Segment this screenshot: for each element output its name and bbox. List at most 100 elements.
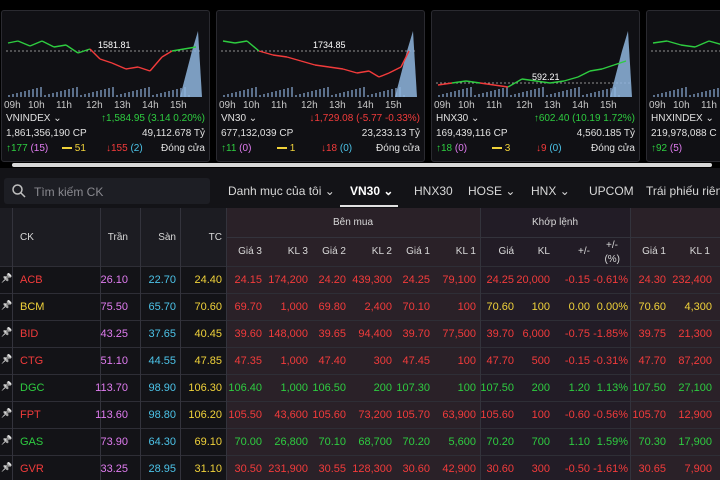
advancers: ↑11: [221, 143, 237, 154]
bid-vol-3: 148,000: [268, 328, 308, 340]
pin-icon[interactable]: 📌: [1, 435, 13, 445]
tab-upcom[interactable]: UPCOM: [589, 184, 634, 198]
bid-price-2: 69.80: [318, 301, 346, 313]
ceiling-price: 113.70: [95, 382, 128, 394]
match-price: 24.25: [486, 274, 514, 286]
match-volume: 6,000: [522, 328, 550, 340]
ceiling-price: 43.25: [100, 328, 128, 340]
decliners: ↓9: [536, 143, 547, 154]
time-axis: 09h 10h 11h 12h 13h 14h 15h: [432, 98, 639, 112]
floor-price: 98.80: [148, 409, 176, 421]
bid-price-3: 47.35: [234, 355, 262, 367]
index-volume: 219,978,088 C: [651, 128, 717, 139]
bid-vol-1: 77,500: [442, 328, 476, 340]
price-change-pct: 1.59%: [596, 436, 628, 448]
time-tick: 14h: [142, 100, 159, 111]
match-price: 105.60: [480, 409, 514, 421]
market-status: Đóng cửa: [591, 143, 635, 154]
index-change: ↑602.40 (10.19 1.72%): [533, 113, 635, 124]
index-change: ↑1,584.95 (3.14 0.20%): [101, 113, 205, 124]
reference-price: 70.60: [194, 301, 222, 313]
bid-price-3: 105.50: [228, 409, 262, 421]
ref-label: 1734.85: [313, 40, 346, 50]
pin-icon[interactable]: 📌: [1, 408, 13, 418]
horizontal-scrollbar[interactable]: [0, 162, 720, 168]
bid-vol-1: 100: [457, 355, 476, 367]
pin-icon[interactable]: 📌: [1, 462, 13, 472]
bid-price-2: 105.60: [312, 409, 346, 421]
pin-icon[interactable]: 📌: [1, 381, 13, 391]
price-change: 0.00: [568, 301, 590, 313]
index-card-vnindex[interactable]: 1581.81 09h 10h 11h 12h 13h 14h 15h VNINDEX ⌄ ↑1,…: [1, 10, 210, 162]
stock-symbol[interactable]: DGC: [20, 382, 45, 394]
reference-price: 106.30: [188, 382, 222, 394]
scrollbar-thumb[interactable]: [12, 163, 712, 167]
col-header-kl1: KL 1: [455, 246, 476, 257]
col-header-san: Sàn: [158, 232, 176, 243]
bid-price-3: 106.40: [228, 382, 262, 394]
ceiling-price: 26.10: [100, 274, 128, 286]
bid-price-1: 24.25: [402, 274, 430, 286]
price-change: -0.15: [564, 274, 590, 286]
time-tick: 10h: [28, 100, 45, 111]
price-change: 1.10: [568, 436, 590, 448]
ceiling-price: 113.60: [95, 409, 128, 421]
search-icon: [12, 184, 26, 198]
col-header-tran: Trần: [107, 232, 128, 243]
col-header-ben-mua: Bên mua: [332, 217, 374, 228]
time-tick: 10h: [458, 100, 475, 111]
tab-danh-muc[interactable]: Danh mục của tôi ⌄: [228, 184, 335, 198]
bid-price-3: 70.00: [234, 436, 262, 448]
time-tick: 11h: [56, 100, 72, 111]
bid-price-1: 107.30: [396, 382, 430, 394]
floor-price: 64.30: [148, 436, 176, 448]
stock-symbol[interactable]: CTG: [20, 355, 44, 367]
time-tick: 12h: [86, 100, 103, 111]
tab-hnx[interactable]: HNX ⌄: [531, 184, 570, 198]
chevron-down-icon: ⌄: [559, 184, 570, 198]
bid-price-3: 24.15: [234, 274, 262, 286]
stock-symbol[interactable]: BID: [20, 328, 39, 340]
match-volume: 700: [531, 436, 550, 448]
col-header-pm: +/-: [578, 246, 590, 257]
pin-icon[interactable]: 📌: [1, 300, 13, 310]
pin-icon[interactable]: 📌: [1, 327, 13, 337]
stock-symbol[interactable]: GVR: [20, 463, 44, 475]
time-tick: 15h: [600, 100, 617, 111]
bid-vol-1: 79,100: [442, 274, 476, 286]
search-box[interactable]: [4, 178, 210, 204]
chevron-down-icon: ⌄: [324, 184, 335, 198]
tab-hnx30[interactable]: HNX30: [414, 184, 453, 198]
bid-price-2: 30.55: [318, 463, 346, 475]
time-tick: 13h: [329, 100, 346, 111]
bid-price-2: 39.65: [318, 328, 346, 340]
index-card-vn30[interactable]: 1734.85 09h 10h 11h 12h 13h 14h 15h VN30 ⌄ ↓1,729…: [216, 10, 425, 162]
stock-symbol[interactable]: BCM: [20, 301, 45, 313]
index-value: 23,233.13 Tỷ: [361, 128, 420, 139]
tab-trai-phieu[interactable]: Trái phiếu riêng: [646, 184, 720, 198]
bid-price-1: 47.45: [402, 355, 430, 367]
search-input[interactable]: [32, 182, 206, 202]
stock-symbol[interactable]: GAS: [20, 436, 44, 448]
floor-price: 22.70: [148, 274, 176, 286]
bid-vol-3: 174,200: [268, 274, 308, 286]
bid-vol-1: 100: [457, 382, 476, 394]
index-card-hnxindex[interactable]: 09h10h11h12h13h14h15hHNXINDEX ⌄219,978,0…: [646, 10, 720, 162]
index-value: 4,560.185 Tỷ: [576, 128, 635, 139]
tab-hose[interactable]: HOSE ⌄: [468, 184, 516, 198]
time-tick: 12h: [301, 100, 318, 111]
price-change-pct: -1.85%: [593, 328, 628, 340]
ask-vol-1: 27,100: [678, 382, 712, 394]
index-name: VN30: [221, 113, 247, 124]
price-change: -0.15: [564, 355, 590, 367]
price-change-pct: 1.13%: [596, 382, 628, 394]
tab-vn30[interactable]: VN30 ⌄: [350, 184, 394, 198]
stock-symbol[interactable]: ACB: [20, 274, 43, 286]
bid-vol-2: 300: [373, 355, 392, 367]
ask-vol-1: 87,200: [678, 355, 712, 367]
index-card-hnx30[interactable]: 592.21 09h 10h 11h 12h 13h 14h 15h HNX30 ⌄ ↑602.4…: [431, 10, 640, 162]
bid-price-1: 30.60: [402, 463, 430, 475]
stock-symbol[interactable]: FPT: [20, 409, 41, 421]
pin-icon[interactable]: 📌: [1, 354, 13, 364]
pin-icon[interactable]: 📌: [1, 273, 13, 283]
